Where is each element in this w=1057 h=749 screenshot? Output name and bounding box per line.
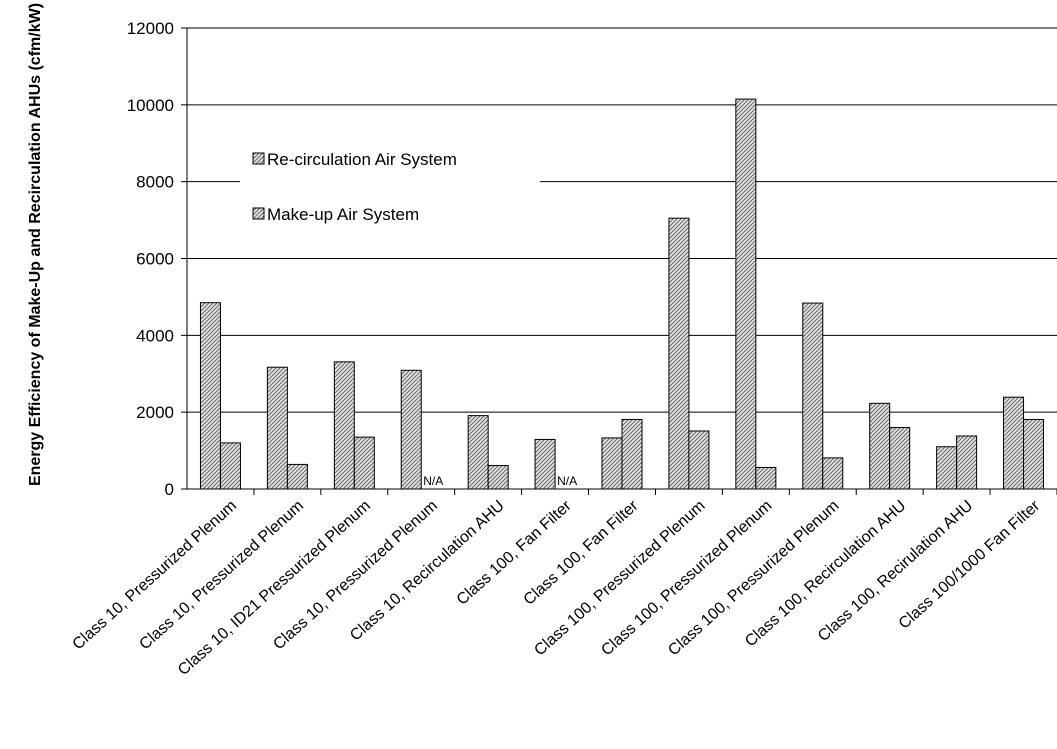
- bar-makeup: [353, 436, 375, 490]
- bar-recirculation: [869, 402, 891, 490]
- y-tick-labels: 0 2000 4000 6000 8000 10000 12000: [127, 19, 174, 499]
- axes: [181, 27, 1057, 495]
- x-category-label: Class 100/1000 Fan Filter: [896, 497, 1044, 633]
- bar-recirculation: [400, 369, 422, 490]
- bar-recirculation: [802, 302, 824, 490]
- y-tick-label: 10000: [127, 96, 174, 115]
- bar-recirculation: [266, 366, 288, 490]
- x-category-label: Class 100, Fan Filter: [521, 497, 643, 609]
- bar-makeup: [688, 430, 710, 490]
- bar-recirculation: [601, 437, 623, 490]
- bar-makeup: [621, 418, 643, 490]
- y-tick-label: 12000: [127, 19, 174, 38]
- bar-recirculation: [534, 438, 556, 490]
- bar-recirculation: [467, 415, 489, 490]
- bar-makeup: [755, 466, 777, 490]
- bar-makeup: [956, 435, 978, 490]
- bar-makeup: [487, 465, 509, 490]
- legend-label-makeup: Make-up Air System: [267, 205, 419, 224]
- y-tick-label: 4000: [136, 326, 174, 345]
- y-axis-title: Energy Efficiency of Make-Up and Recircu…: [27, 3, 44, 486]
- legend: Re-circulation Air System Make-up Air Sy…: [240, 139, 540, 239]
- bar-makeup: [219, 442, 241, 490]
- y-tick-label: 6000: [136, 250, 174, 269]
- bar-recirculation: [1003, 396, 1025, 490]
- x-category-label: Class 100, Fan Filter: [454, 497, 576, 609]
- bar-makeup: [822, 457, 844, 490]
- bar-makeup: [889, 427, 911, 490]
- bar-recirculation: [333, 361, 355, 490]
- y-tick-label: 0: [165, 480, 174, 499]
- legend-swatch-recirculation: [252, 152, 265, 165]
- bar-recirculation: [936, 446, 958, 490]
- y-tick-label: 8000: [136, 173, 174, 192]
- legend-label-recirculation: Re-circulation Air System: [267, 150, 457, 169]
- y-tick-label: 2000: [136, 403, 174, 422]
- legend-swatch-makeup: [252, 207, 265, 220]
- bars: N/A N/A: [199, 98, 1045, 490]
- bar-makeup: [286, 463, 308, 490]
- legend-background: [240, 139, 540, 239]
- bar-recirculation: [735, 98, 757, 490]
- bar-makeup: [1023, 418, 1045, 490]
- na-label: N/A: [557, 474, 577, 488]
- bar-recirculation: [199, 302, 221, 490]
- na-label: N/A: [423, 474, 443, 488]
- bar-recirculation: [668, 217, 690, 490]
